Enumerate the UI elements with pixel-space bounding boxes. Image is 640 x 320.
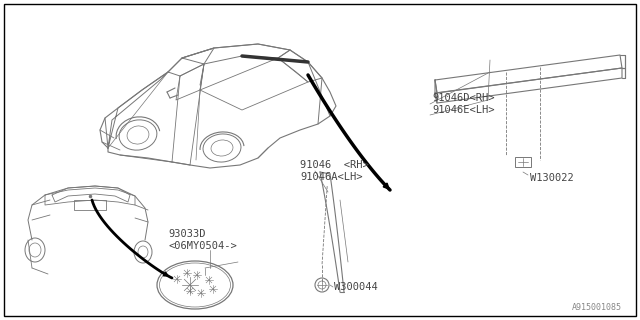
Bar — [74, 200, 106, 210]
Text: W130022: W130022 — [530, 173, 573, 183]
Text: 93033D: 93033D — [168, 229, 205, 239]
Text: W300044: W300044 — [334, 282, 378, 292]
Text: <06MY0504->: <06MY0504-> — [168, 241, 237, 251]
Text: 91046  <RH>: 91046 <RH> — [300, 160, 369, 170]
Text: A915001085: A915001085 — [572, 303, 622, 312]
Text: 91046A<LH>: 91046A<LH> — [300, 172, 362, 182]
Text: 91046E<LH>: 91046E<LH> — [432, 105, 495, 115]
Text: 91046D<RH>: 91046D<RH> — [432, 93, 495, 103]
